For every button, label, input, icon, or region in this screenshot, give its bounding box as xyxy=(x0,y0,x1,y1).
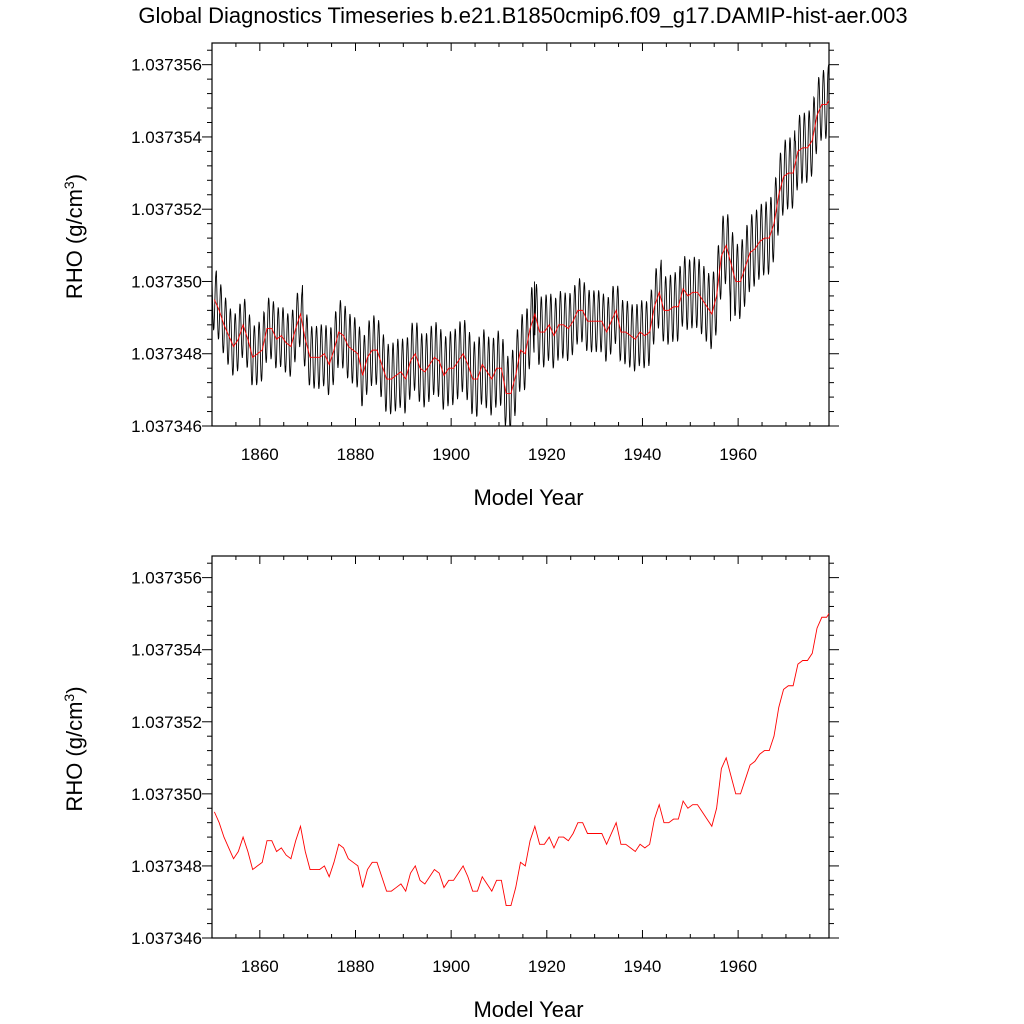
y-tick-label: 1.037354 xyxy=(131,128,202,147)
y-tick-label: 1.037348 xyxy=(131,857,202,876)
plot-frame xyxy=(211,555,830,939)
x-tick-label: 1940 xyxy=(624,957,662,976)
y-tick-label: 1.037356 xyxy=(131,56,202,75)
x-tick-label: 1960 xyxy=(719,445,757,464)
x-tick-label: 1880 xyxy=(337,957,375,976)
y-tick-label: 1.037352 xyxy=(131,200,202,219)
y-tick-label: 1.037350 xyxy=(131,272,202,291)
y-tick-label: 1.037348 xyxy=(131,345,202,364)
x-tick-label: 1960 xyxy=(719,957,757,976)
x-axis-label: Model Year xyxy=(473,485,583,510)
y-tick-label: 1.037346 xyxy=(131,417,202,436)
plot-area xyxy=(212,64,829,426)
monthly-series-line xyxy=(212,64,829,426)
x-tick-label: 1940 xyxy=(624,445,662,464)
plot-area xyxy=(213,612,829,907)
top-panel: 1860 1880 1900 1920 1940 1960 1.037346 1.037348… xyxy=(61,42,839,510)
x-tick-label: 1920 xyxy=(528,957,566,976)
y-tick-label: 1.037350 xyxy=(131,785,202,804)
x-tick-label: 1860 xyxy=(241,957,279,976)
y-tick-label: 1.037356 xyxy=(131,569,202,588)
annual-mean-series-line xyxy=(213,612,829,907)
x-axis-label: Model Year xyxy=(473,997,583,1022)
y-axis-label: RHO (g/cm3) xyxy=(61,686,87,811)
y-tick-label: 1.037346 xyxy=(131,929,202,948)
annual-mean-series-line xyxy=(213,99,829,394)
bottom-panel: 1860 1880 1900 1920 1940 1960 1.037346 1.037348… xyxy=(61,555,839,1022)
y-axis-label: RHO (g/cm3) xyxy=(61,174,87,299)
y-tick-label: 1.037354 xyxy=(131,641,202,660)
x-tick-label: 1900 xyxy=(432,445,470,464)
x-tick-label: 1920 xyxy=(528,445,566,464)
figure-title: Global Diagnostics Timeseries b.e21.B185… xyxy=(138,3,907,28)
x-tick-label: 1860 xyxy=(241,445,279,464)
x-tick-label: 1880 xyxy=(337,445,375,464)
y-tick-label: 1.037352 xyxy=(131,713,202,732)
plot-frame xyxy=(211,42,830,427)
x-tick-label: 1900 xyxy=(432,957,470,976)
